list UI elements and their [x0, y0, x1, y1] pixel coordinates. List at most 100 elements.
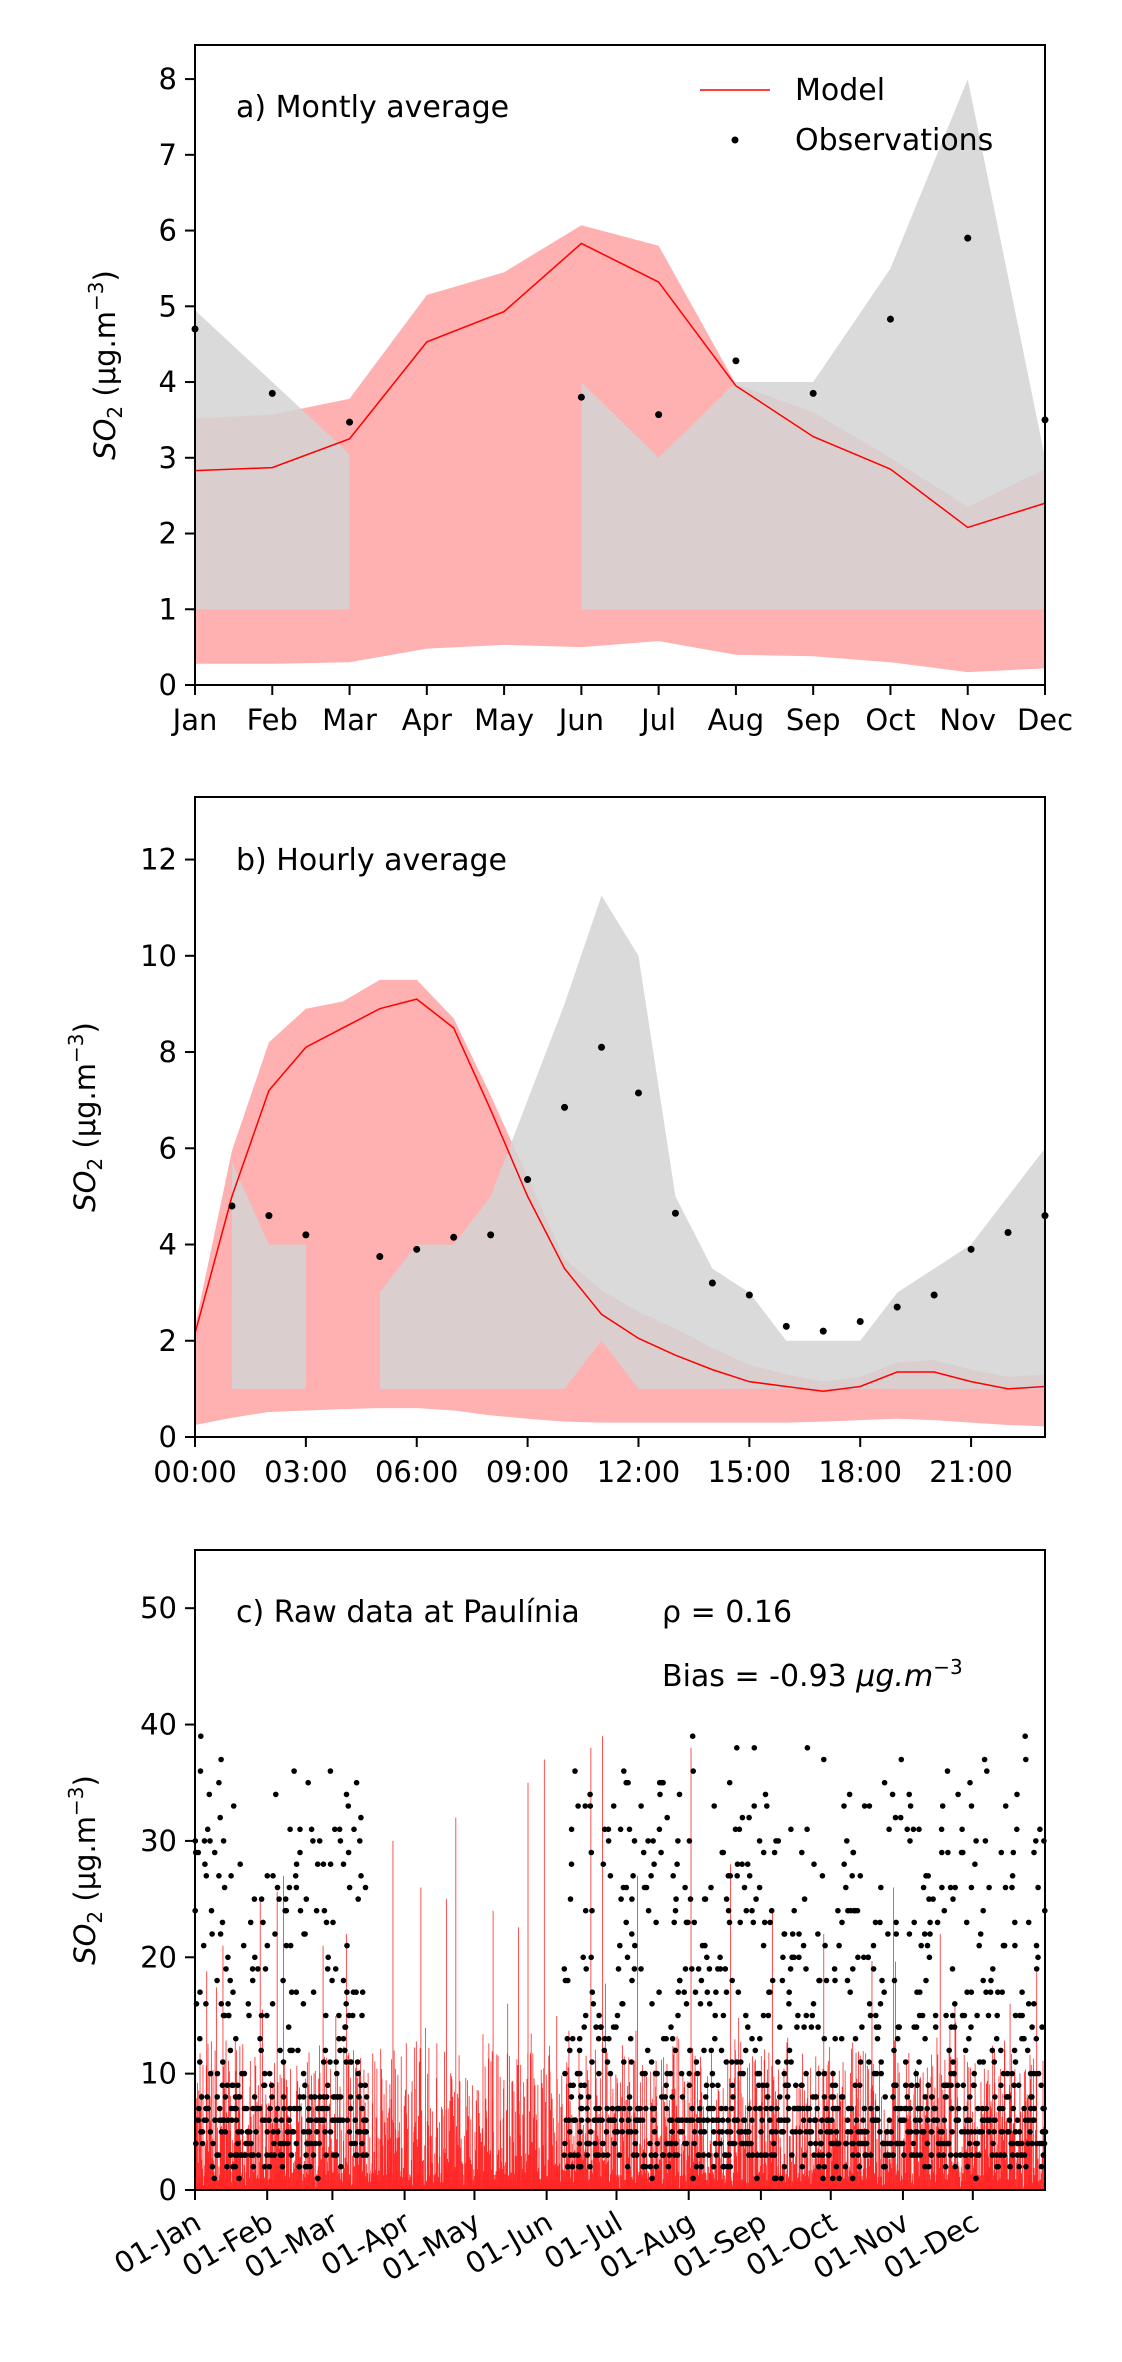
obs-raw-point — [712, 2035, 718, 2042]
obs-raw-point — [317, 2094, 323, 2100]
obs-raw-point — [739, 1861, 745, 1867]
obs-raw-point — [605, 1826, 612, 1833]
obs-raw-point — [211, 2175, 218, 2182]
obs-raw-point — [901, 2117, 908, 2123]
x-tick-label: 00:00 — [153, 1455, 237, 1489]
obs-raw-point — [751, 1803, 757, 1809]
obs-raw-point — [1010, 2105, 1017, 2112]
obs-raw-point — [990, 1966, 996, 1972]
obs-raw-point — [712, 2012, 718, 2019]
obs-raw-point — [675, 1838, 681, 1844]
obs-raw-point — [257, 2035, 263, 2042]
obs-raw-point — [852, 2082, 858, 2089]
obs-raw-point — [908, 2129, 914, 2135]
obs-raw-point — [651, 2105, 658, 2112]
obs-raw-point — [894, 2035, 901, 2042]
obs-raw-point — [844, 1977, 851, 1984]
obs-raw-point — [261, 2163, 268, 2170]
obs-raw-point — [712, 2140, 719, 2147]
obs-point — [450, 1233, 458, 1241]
obs-raw-point — [993, 2035, 1000, 2042]
obs-raw-point — [808, 2129, 815, 2135]
obs-raw-point — [939, 1803, 946, 1809]
obs-raw-point — [793, 2082, 799, 2089]
obs-raw-point — [225, 1954, 231, 1961]
obs-raw-point — [1009, 1884, 1015, 1891]
panel-b-ylabel-unit: (μg.m — [68, 1063, 102, 1158]
obs-raw-point — [648, 2059, 655, 2065]
obs-raw-point — [833, 2129, 840, 2135]
obs-raw-point — [995, 1989, 1001, 1995]
obs-raw-point — [711, 1803, 717, 1809]
obs-raw-point — [1001, 1942, 1008, 1949]
obs-raw-point — [286, 2117, 292, 2123]
obs-raw-point — [939, 1849, 945, 1856]
obs-raw-point — [323, 2094, 330, 2100]
obs-raw-point — [327, 1861, 334, 1867]
panel-b-annotation: b) Hourly average — [236, 843, 507, 878]
obs-raw-point — [643, 2105, 649, 2112]
obs-raw-point — [292, 1873, 299, 1879]
obs-raw-point — [310, 1838, 316, 1844]
obs-raw-point — [336, 2035, 342, 2042]
obs-raw-point — [218, 1756, 224, 1763]
obs-raw-point — [875, 2024, 882, 2030]
obs-raw-point — [950, 2059, 956, 2065]
obs-raw-point — [811, 2152, 817, 2158]
panel-b-ylabel-base: SO — [68, 1171, 102, 1212]
obs-raw-point — [576, 2047, 583, 2054]
obs-raw-point — [777, 2094, 783, 2100]
panel-b-y-axis: 0 2 4 6 8 10 12 — [140, 843, 195, 1454]
obs-raw-point — [275, 2129, 281, 2135]
obs-raw-point — [1038, 2082, 1044, 2089]
obs-raw-point — [358, 1873, 364, 1879]
obs-raw-point — [659, 2152, 666, 2158]
obs-raw-point — [1037, 1826, 1043, 1833]
obs-raw-point — [815, 2024, 821, 2030]
obs-raw-point — [347, 2094, 354, 2100]
obs-raw-point — [767, 1989, 773, 1995]
obs-raw-point — [906, 1791, 912, 1798]
panel-a-monthly: 0 1 2 3 4 5 6 7 8 Jan Feb Mar Apr May Jun Jul Aug Sep Oct… — [84, 44, 1073, 737]
obs-raw-point — [609, 2105, 616, 2112]
obs-raw-point — [770, 2140, 777, 2147]
obs-raw-point — [823, 2105, 829, 2112]
obs-raw-point — [771, 1849, 778, 1856]
obs-raw-point — [314, 1861, 321, 1867]
obs-raw-point — [321, 2117, 327, 2123]
obs-raw-point — [927, 1919, 933, 1926]
obs-raw-point — [682, 1966, 689, 1972]
obs-raw-point — [925, 2117, 931, 2123]
obs-raw-point — [704, 1954, 710, 1961]
obs-raw-point — [719, 2117, 726, 2123]
obs-raw-point — [266, 2070, 273, 2077]
obs-raw-point — [898, 2105, 904, 2112]
obs-raw-point — [788, 1826, 794, 1833]
obs-raw-point — [819, 2117, 825, 2123]
obs-raw-point — [352, 2117, 359, 2123]
panel-c-bias-unit: μg.m — [855, 1659, 933, 1694]
obs-raw-point — [914, 2129, 920, 2135]
obs-raw-point — [203, 2001, 209, 2007]
obs-raw-point — [664, 2140, 670, 2147]
obs-raw-point — [850, 2152, 856, 2158]
obs-raw-point — [949, 2012, 956, 2019]
obs-raw-point — [774, 2105, 780, 2112]
obs-raw-point — [726, 2152, 732, 2158]
obs-raw-point — [860, 2117, 866, 2123]
obs-raw-point — [882, 2094, 888, 2100]
obs-raw-point — [972, 1861, 978, 1867]
obs-raw-point — [1018, 2140, 1025, 2147]
obs-raw-point — [836, 1942, 842, 1949]
obs-raw-point — [579, 2105, 585, 2112]
obs-raw-point — [1011, 2082, 1017, 2089]
obs-raw-point — [567, 1896, 574, 1902]
obs-raw-point — [898, 2140, 905, 2147]
obs-raw-point — [668, 2024, 674, 2030]
obs-raw-point — [886, 1826, 892, 1833]
obs-raw-point — [963, 2152, 970, 2158]
obs-raw-point — [964, 1989, 970, 1995]
obs-raw-point — [297, 1826, 303, 1833]
obs-raw-point — [923, 1977, 929, 1984]
obs-raw-point — [1035, 1954, 1041, 1961]
